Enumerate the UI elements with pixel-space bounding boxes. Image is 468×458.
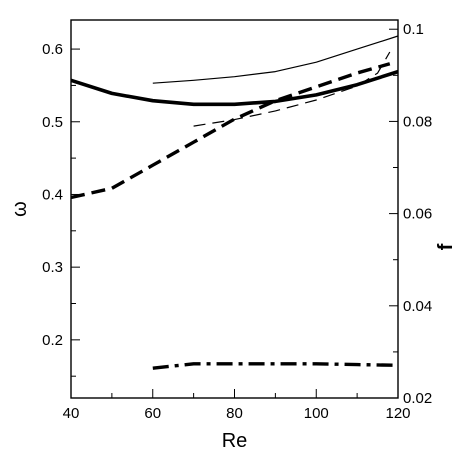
series-line-thin-solid — [152, 35, 399, 84]
y-right-tick-label: 0.08 — [403, 113, 432, 130]
x-tick-label: 120 — [385, 405, 410, 422]
y-right-tick-label: 0.06 — [403, 206, 432, 223]
series-layer — [70, 35, 399, 370]
plot-frame — [70, 19, 399, 399]
y-left-tick-label: 0.5 — [42, 114, 63, 131]
y-right-tick-label: 0.04 — [403, 298, 432, 315]
series-line-dash-dot — [152, 362, 399, 370]
x-tick-label: 100 — [304, 405, 329, 422]
x-axis-title: Re — [222, 430, 248, 452]
y-left-tick-label: 0.2 — [42, 332, 63, 349]
y-left-tick-label: 0.4 — [42, 186, 63, 203]
y-axis-left-title: ω — [9, 201, 31, 217]
tick-labels: 40 60 80 100 120 0.2 0.3 0.4 0.5 0.6 0.02 0.04 0.06 0… — [42, 21, 432, 422]
x-tick-label: 80 — [226, 405, 243, 422]
x-tick-label: 60 — [144, 405, 161, 422]
y-right-tick-label: 0.02 — [403, 390, 432, 407]
y-right-tick-label: 0.1 — [403, 21, 424, 38]
series-line-thin-dashed — [193, 51, 391, 127]
series-line-thick-solid — [70, 69, 399, 107]
y-left-tick-label: 0.3 — [42, 259, 63, 276]
y-axis-right-title: f — [435, 243, 457, 250]
series-line-thick-dashed — [70, 62, 391, 200]
y-left-tick-label: 0.6 — [42, 41, 63, 58]
x-tick-label: 40 — [63, 405, 80, 422]
